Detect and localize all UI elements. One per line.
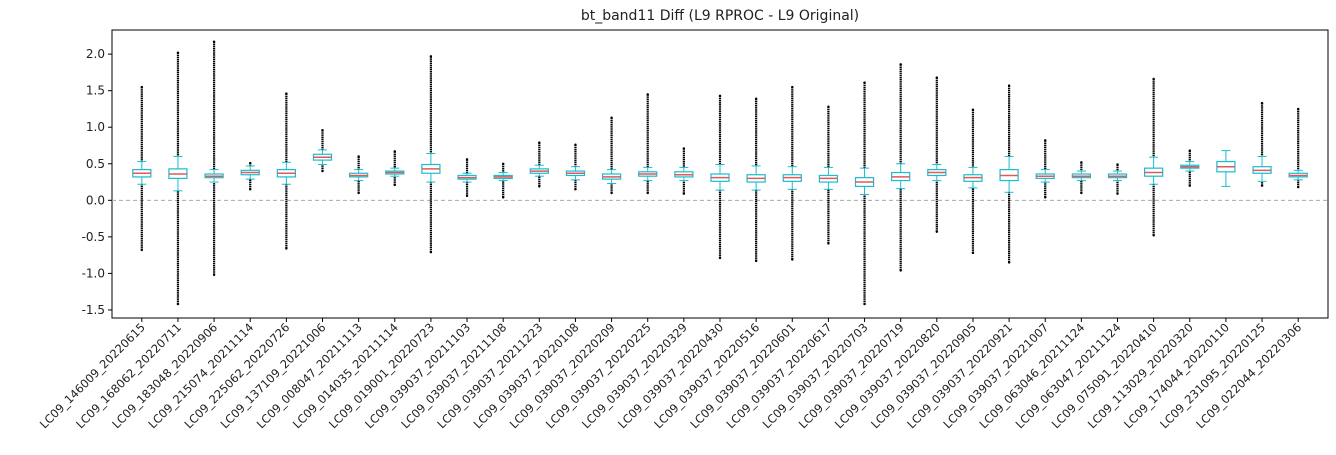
chart-title: bt_band11 Diff (L9 RPROC - L9 Original) [581,8,859,24]
flier [1152,234,1155,237]
flier [538,185,541,188]
y-tick-label: 0.0 [86,193,105,207]
flier [429,55,433,58]
flier [574,188,577,191]
flier [465,158,469,161]
flier [1260,184,1264,187]
flier [899,269,902,272]
flier [1296,185,1300,189]
flier [1044,139,1047,142]
flier [321,169,324,173]
flier [212,40,216,43]
flier [501,196,505,199]
flier [285,92,288,95]
flier [357,155,360,158]
flier [610,116,613,119]
flier [176,51,180,54]
flier [501,162,505,165]
flier [1116,192,1119,195]
flier [646,191,649,195]
flier [899,63,902,66]
flier [1080,191,1083,195]
flier [754,97,758,100]
flier [935,230,939,233]
flier [863,81,866,84]
flier [1260,101,1264,105]
flier [646,93,649,96]
flier [1188,184,1191,187]
flier [791,85,794,89]
flier [791,258,794,261]
flier [1007,84,1011,87]
flier [1007,261,1011,264]
flier [429,251,433,254]
y-tick-label: -1.0 [82,266,105,280]
flier [971,251,975,255]
flier [1116,163,1119,166]
flier [285,247,288,250]
flier [393,183,396,187]
y-tick-label: -1.5 [82,303,105,317]
flier [1080,161,1083,164]
flier [176,302,180,306]
flier [1296,107,1300,111]
flier [935,76,939,79]
y-tick-label: 1.5 [86,84,105,98]
flier [538,141,541,144]
y-tick-label: 1.0 [86,120,105,134]
flier [827,105,830,108]
flier [682,147,686,150]
flier [212,273,216,277]
y-tick-label: -0.5 [82,230,105,244]
flier [971,108,975,111]
flier [140,85,144,89]
flier [393,150,396,153]
flier [754,259,758,263]
flier [1044,196,1047,199]
flier [357,191,360,195]
flier [718,256,722,260]
flier [249,188,252,191]
flier [1188,149,1191,152]
flier [827,242,830,245]
flier [249,161,252,165]
flier [718,94,722,97]
y-tick-label: 2.0 [86,47,105,61]
flier [140,248,144,252]
flier [1152,77,1155,81]
flier [321,128,324,132]
flier [574,143,577,146]
y-tick-label: 0.5 [86,157,105,171]
flier [610,191,613,195]
flier [465,194,469,198]
flier [863,302,866,306]
flier [682,192,686,195]
